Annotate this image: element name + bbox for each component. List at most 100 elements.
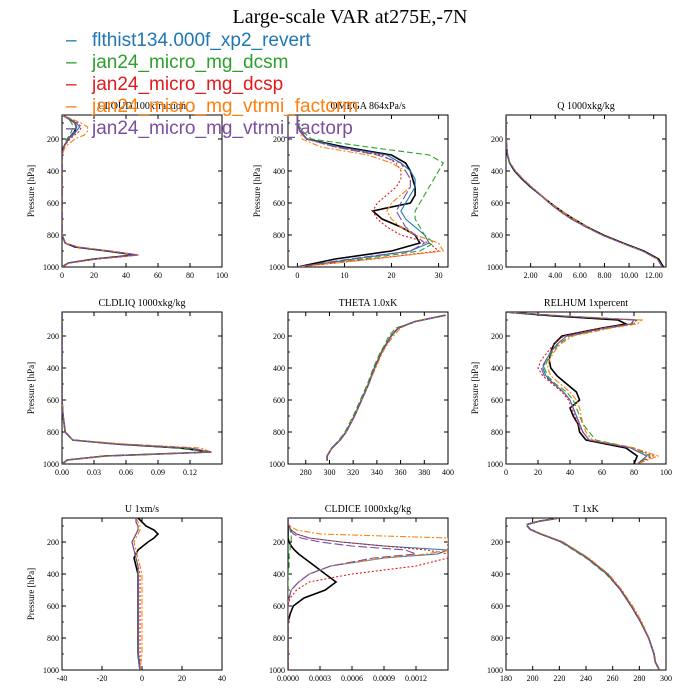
series-line-jan24_micro_mg_vtrmi_factorm	[526, 518, 660, 670]
series-line-jan24_micro_mg_vtrmi_factorp	[131, 518, 141, 670]
x-tick-label: 0.12	[183, 468, 197, 477]
x-tick-label: 80	[186, 271, 194, 280]
panel-title: U 1xm/s	[125, 504, 159, 515]
legend-line-symbol: –	[66, 52, 77, 73]
x-tick-label: 320	[347, 468, 359, 477]
x-tick-label: 40	[122, 271, 130, 280]
y-tick-label: 600	[273, 199, 285, 208]
x-tick-label: 240	[580, 674, 592, 683]
x-tick-label: 200	[527, 674, 539, 683]
y-axis-label: Pressure [hPa]	[252, 165, 262, 217]
y-tick-label: 200	[47, 135, 59, 144]
legend-label: jan24_micro_mg_vtrmi_factorp	[92, 118, 353, 139]
panel-title: CLOUD 100xfraction	[98, 101, 186, 112]
y-tick-label: 800	[47, 634, 59, 643]
y-tick-label: 600	[491, 396, 503, 405]
y-tick-label: 600	[47, 199, 59, 208]
panel-title: OMEGA 864xPa/s	[330, 101, 405, 112]
series-line-jan24_micro_mg_dcsm	[506, 312, 652, 464]
series-line-jan24_micro_mg_dcsp	[131, 518, 141, 670]
panel-1: OMEGA 864xPa/s 200 400 600 800 1000 0 10 20 30 Pre…	[252, 101, 449, 280]
series-line-flthist134.000f_xp2_revert	[62, 312, 212, 464]
x-tick-label: 220	[553, 674, 565, 683]
y-tick-label: 800	[491, 231, 503, 240]
plot-frame	[287, 311, 449, 465]
legend-line-symbol: –	[66, 30, 77, 51]
y-tick-label: 800	[273, 231, 285, 240]
x-tick-label: 20	[178, 674, 186, 683]
series-line-jan24_micro_mg_dcsm	[296, 115, 445, 267]
page-title: Large-scale VAR at275E,-7N	[232, 6, 468, 28]
x-tick-label: 60	[154, 271, 162, 280]
y-tick-label: 200	[273, 135, 285, 144]
y-tick-label: 400	[47, 364, 59, 373]
y-tick-label: 1000	[487, 666, 503, 675]
y-axis-label: Pressure [hPa]	[26, 165, 36, 217]
x-tick-label: 40	[566, 468, 574, 477]
plot-frame	[505, 311, 667, 465]
x-tick-label: 360	[395, 468, 407, 477]
legend-label: jan24_micro_mg_dcsp	[92, 74, 284, 95]
series-line-jan24_micro_mg_vtrmi_factorp	[526, 518, 660, 670]
panel-2: Q 1000xkg/kg 200 400 600 800 1000 2.00 4.00 6.00…	[470, 101, 667, 280]
series-line-jan24_micro_mg_vtrmi_factorp	[62, 312, 212, 464]
plot-frame	[505, 114, 667, 268]
series-line-reference	[288, 518, 338, 670]
x-tick-label: -40	[57, 674, 68, 683]
y-axis-label: Pressure [hPa]	[470, 165, 480, 217]
y-tick-label: 400	[47, 167, 59, 176]
x-tick-label: 300	[660, 674, 672, 683]
panel-title: CLDLIQ 1000xkg/kg	[99, 298, 186, 309]
y-axis-label: Pressure [hPa]	[26, 568, 36, 620]
x-tick-label: 0.0003	[309, 674, 331, 683]
plot-frame	[505, 517, 667, 671]
y-tick-label: 400	[491, 570, 503, 579]
x-tick-label: 0	[140, 674, 144, 683]
legend-line-symbol: –	[66, 118, 77, 139]
series-line-jan24_micro_mg_vtrmi_factorm	[296, 115, 445, 267]
x-tick-label: 6.00	[573, 271, 587, 280]
x-tick-label: 12.00	[645, 271, 663, 280]
x-tick-label: 20	[534, 468, 542, 477]
series-line-jan24_micro_mg_vtrmi_factorm	[326, 314, 446, 461]
series-line-jan24_micro_mg_vtrmi_factorp	[506, 115, 663, 267]
series-line-reference	[506, 312, 639, 464]
x-tick-label: 0.0009	[373, 674, 395, 683]
panel-title: Q 1000xkg/kg	[557, 101, 615, 112]
y-tick-label: 200	[491, 332, 503, 341]
x-tick-label: 300	[323, 468, 335, 477]
legend-label: jan24_micro_mg_dcsm	[92, 52, 289, 73]
x-tick-label: 280	[300, 468, 312, 477]
y-tick-label: 400	[47, 570, 59, 579]
x-tick-label: 10.00	[620, 271, 638, 280]
x-tick-label: 0.06	[119, 468, 133, 477]
legend-line-symbol: –	[66, 96, 77, 117]
x-tick-label: 0	[60, 271, 64, 280]
x-tick-label: 0	[504, 468, 508, 477]
x-tick-label: 100	[660, 468, 672, 477]
x-tick-label: 0.0012	[405, 674, 427, 683]
panel-6: U 1xm/s 200 400 600 800 1000-40 -20 0 20 40 Pressu…	[26, 504, 226, 683]
series-line-jan24_micro_mg_dcsp	[526, 518, 660, 670]
legend-item: – jan24_micro_mg_dcsm	[66, 52, 358, 74]
x-tick-label: 80	[630, 468, 638, 477]
legend-item: – jan24_micro_mg_dcsp	[66, 74, 358, 96]
series-line-jan24_micro_mg_dcsp	[506, 115, 663, 267]
legend-item: – jan24_micro_mg_vtrmi_factorm	[66, 96, 358, 118]
series-line-jan24_micro_mg_vtrmi_factorm	[288, 518, 448, 670]
legend-line-symbol: –	[66, 74, 77, 95]
y-tick-label: 600	[47, 602, 59, 611]
series-line-jan24_micro_mg_dcsm	[506, 115, 663, 267]
series-line-jan24_micro_mg_vtrmi_factorm	[133, 518, 143, 670]
x-tick-label: 0.0006	[341, 674, 363, 683]
series-line-jan24_micro_mg_vtrmi_factorp	[62, 115, 138, 267]
y-tick-label: 200	[47, 332, 59, 341]
y-tick-label: 800	[47, 231, 59, 240]
y-tick-label: 1000	[269, 460, 285, 469]
x-tick-label: 340	[371, 468, 383, 477]
